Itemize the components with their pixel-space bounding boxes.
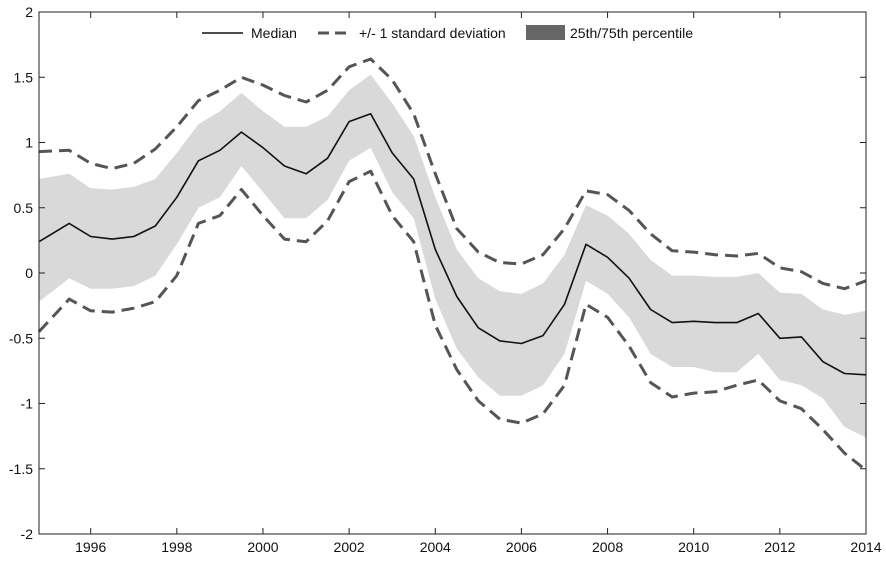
legend-band-label: 25th/75th percentile (570, 25, 693, 41)
sd-lower-line (37, 169, 867, 472)
legend-median-label: Median (251, 25, 297, 41)
median-line (38, 113, 867, 376)
y-tick-label: 2 (25, 4, 33, 20)
y-tick-label: -2 (21, 526, 34, 542)
legend-band-swatch (526, 25, 565, 40)
legend: Median +/- 1 standard deviation 25th/75t… (202, 25, 693, 41)
legend-sd-label: +/- 1 standard deviation (359, 25, 506, 41)
x-tick-label: 2014 (850, 539, 881, 555)
x-tick-label: 2008 (592, 539, 623, 555)
x-tick-label: 1996 (75, 539, 106, 555)
axes: 2 1.5 1 0.5 0 -0.5 -1 -1.5 -2 1996 1998 2000 2002 200… (9, 4, 882, 555)
x-tick-label: 1998 (161, 539, 192, 555)
sd-upper-line (38, 57, 867, 291)
y-tick-label: -1.5 (9, 461, 33, 477)
percentile-band (39, 74, 866, 438)
x-tick-label: 2004 (420, 539, 451, 555)
plot-area (37, 57, 867, 472)
y-tick-label: 1 (25, 135, 33, 151)
y-tick-label: 0.5 (14, 200, 34, 216)
x-tick-label: 2012 (764, 539, 795, 555)
x-tick-label: 2000 (247, 539, 278, 555)
x-tick-label: 2002 (334, 539, 365, 555)
y-tick-label: -0.5 (9, 330, 33, 346)
y-tick-label: -1 (21, 396, 34, 412)
x-tick-label: 2006 (506, 539, 537, 555)
y-tick-label: 1.5 (14, 69, 34, 85)
x-tick-label: 2010 (678, 539, 709, 555)
y-tick-label: 0 (25, 265, 33, 281)
